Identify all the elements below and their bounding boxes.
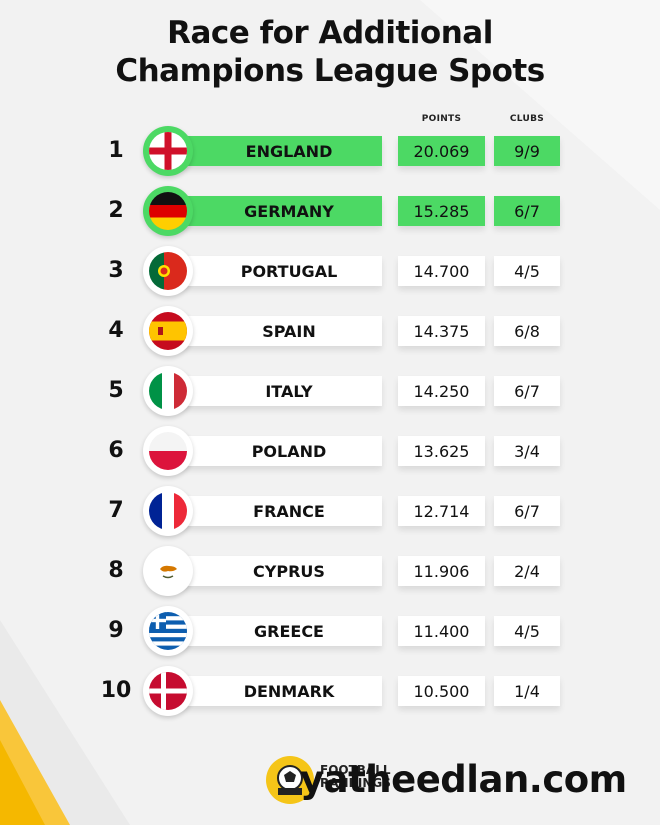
clubs-value: 4/5 <box>494 256 560 286</box>
england-flag-icon <box>149 132 187 170</box>
country-name: FRANCE <box>180 496 382 526</box>
rank-number: 7 <box>108 498 124 523</box>
clubs-value: 2/4 <box>494 556 560 586</box>
points-value: 13.625 <box>398 436 485 466</box>
title-line-1: Race for Additional <box>167 15 493 51</box>
clubs-value: 6/7 <box>494 376 560 406</box>
points-value: 15.285 <box>398 196 485 226</box>
brand-line-2: RANKINGS <box>320 776 391 790</box>
country-name: GERMANY <box>180 196 382 226</box>
table-row: 3 PORTUGAL 14.700 4/5 <box>0 244 660 304</box>
rank-number: 2 <box>108 198 124 223</box>
rank-number: 8 <box>108 558 124 583</box>
germany-flag-icon <box>149 192 187 230</box>
points-value: 11.400 <box>398 616 485 646</box>
points-value: 12.714 <box>398 496 485 526</box>
rank-number: 5 <box>108 378 124 403</box>
table-row: 10 DENMARK 10.500 1/4 <box>0 664 660 724</box>
page-title: Race for Additional Champions League Spo… <box>0 14 660 90</box>
flag-badge <box>143 546 193 596</box>
country-name: POLAND <box>180 436 382 466</box>
flag-badge <box>143 306 193 356</box>
flag-badge <box>143 426 193 476</box>
flag-badge <box>143 606 193 656</box>
points-value: 14.250 <box>398 376 485 406</box>
table-row: 1 ENGLAND 20.069 9/9 <box>0 124 660 184</box>
rank-number: 10 <box>100 678 132 703</box>
portugal-flag-icon <box>149 252 187 290</box>
france-flag-icon <box>149 492 187 530</box>
denmark-flag-icon <box>149 672 187 710</box>
spain-flag-icon <box>149 312 187 350</box>
cyprus-flag-icon <box>149 552 187 590</box>
rank-number: 4 <box>108 318 124 343</box>
title-line-2: Champions League Spots <box>115 53 545 89</box>
watermark-text: yatheedlan.com <box>300 758 627 801</box>
football-rankings-logo-icon <box>266 756 314 804</box>
table-row: 7 FRANCE 12.714 6/7 <box>0 484 660 544</box>
rank-number: 1 <box>108 138 124 163</box>
table-row: 4 SPAIN 14.375 6/8 <box>0 304 660 364</box>
rank-number: 3 <box>108 258 124 283</box>
brand-name: FOOTBALL RANKINGS <box>320 764 391 790</box>
country-name: GREECE <box>180 616 382 646</box>
greece-flag-icon <box>149 612 187 650</box>
flag-badge <box>143 486 193 536</box>
country-name: CYPRUS <box>180 556 382 586</box>
country-name: ENGLAND <box>180 136 382 166</box>
brand-line-1: FOOTBALL <box>320 763 391 777</box>
table-row: 2 GERMANY 15.285 6/7 <box>0 184 660 244</box>
clubs-value: 6/7 <box>494 496 560 526</box>
clubs-value: 4/5 <box>494 616 560 646</box>
flag-badge <box>143 666 193 716</box>
points-value: 14.700 <box>398 256 485 286</box>
rank-number: 6 <box>108 438 124 463</box>
clubs-value: 9/9 <box>494 136 560 166</box>
rank-number: 9 <box>108 618 124 643</box>
points-value: 14.375 <box>398 316 485 346</box>
flag-badge <box>143 246 193 296</box>
clubs-value: 6/8 <box>494 316 560 346</box>
italy-flag-icon <box>149 372 187 410</box>
clubs-value: 6/7 <box>494 196 560 226</box>
clubs-value: 3/4 <box>494 436 560 466</box>
table-row: 6 POLAND 13.625 3/4 <box>0 424 660 484</box>
points-column-header: POINTS <box>421 114 462 124</box>
clubs-column-header: CLUBS <box>509 114 545 124</box>
clubs-value: 1/4 <box>494 676 560 706</box>
points-value: 10.500 <box>398 676 485 706</box>
country-name: SPAIN <box>180 316 382 346</box>
country-name: DENMARK <box>180 676 382 706</box>
points-value: 11.906 <box>398 556 485 586</box>
poland-flag-icon <box>149 432 187 470</box>
table-row: 5 ITALY 14.250 6/7 <box>0 364 660 424</box>
flag-badge <box>143 186 193 236</box>
table-row: 9 GREECE 11.400 4/5 <box>0 604 660 664</box>
flag-badge <box>143 126 193 176</box>
flag-badge <box>143 366 193 416</box>
country-name: PORTUGAL <box>180 256 382 286</box>
points-value: 20.069 <box>398 136 485 166</box>
country-name: ITALY <box>180 376 382 406</box>
table-row: 8 CYPRUS 11.906 2/4 <box>0 544 660 604</box>
